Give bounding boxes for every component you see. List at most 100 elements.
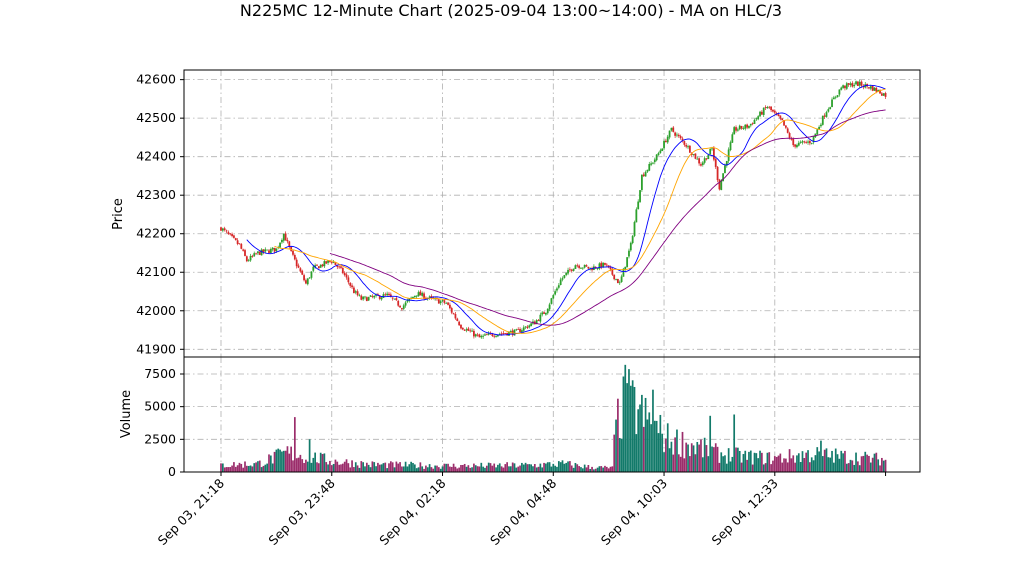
candle-body — [541, 312, 544, 315]
candle-body — [281, 239, 283, 243]
volume-bar — [299, 454, 302, 472]
candle-body — [768, 106, 771, 108]
volume-bar — [709, 415, 712, 472]
volume-bar — [679, 456, 682, 472]
volume-bar — [284, 450, 287, 472]
candle-body — [563, 275, 566, 278]
candle-body — [851, 83, 854, 87]
volume-bar — [842, 453, 844, 472]
candle-body — [303, 275, 305, 281]
volume-bar — [615, 419, 617, 472]
volume-bar — [491, 465, 494, 472]
volume-bar — [812, 460, 815, 472]
volume-bar — [528, 464, 531, 472]
volume-bar — [369, 467, 372, 472]
candle-body — [242, 249, 245, 251]
candle-body — [234, 238, 237, 240]
price-ytick-label: 42100 — [136, 264, 176, 279]
candle-body — [282, 233, 285, 241]
volume-bar — [231, 465, 233, 472]
volume-bar — [458, 467, 460, 472]
volume-bar — [816, 447, 819, 472]
volume-bar — [449, 466, 451, 472]
candle-body — [539, 314, 542, 322]
candle-body — [253, 253, 256, 257]
candle-body — [685, 144, 688, 147]
volume-bar — [482, 466, 484, 472]
price-grid — [184, 70, 920, 357]
volume-bar — [866, 454, 868, 472]
volume-bar — [497, 464, 499, 472]
volume-bar — [292, 460, 294, 472]
volume-bar — [596, 467, 599, 472]
volume-bar — [858, 465, 861, 472]
volume-bar — [393, 467, 396, 472]
volume-bar — [345, 459, 348, 472]
volume-bar — [317, 463, 320, 472]
candle-body — [882, 93, 885, 96]
candle-body — [620, 276, 623, 282]
volume-bar — [825, 448, 828, 472]
candle-body — [251, 255, 254, 257]
volume-bar — [768, 452, 771, 472]
candle-body — [391, 297, 394, 299]
price-ytick-label: 41900 — [136, 341, 176, 356]
candle-body — [807, 141, 809, 143]
candle-body — [401, 308, 403, 310]
candle-body — [568, 269, 571, 271]
volume-bar — [340, 464, 342, 472]
candle-body — [413, 295, 416, 298]
volume-bar — [766, 452, 769, 472]
candle-body — [616, 278, 619, 284]
candle-body — [653, 159, 656, 163]
candle-body — [480, 335, 483, 338]
candle-body — [561, 278, 564, 280]
candle-body — [712, 148, 715, 160]
volume-bar — [533, 464, 536, 472]
candle-body — [591, 268, 593, 271]
volume-bar — [506, 462, 508, 472]
volume-bar — [406, 466, 409, 472]
candle-body — [559, 279, 562, 285]
volume-bar — [600, 466, 603, 472]
candle-body — [343, 272, 346, 276]
candle-body — [840, 87, 843, 90]
candle-body — [233, 235, 235, 238]
candle-body — [648, 164, 651, 171]
candle-body — [240, 244, 243, 249]
volume-bar — [452, 463, 455, 472]
volume-bar — [570, 465, 573, 472]
candle-body — [421, 292, 424, 296]
candle-body — [288, 241, 291, 247]
volume-bar — [581, 468, 584, 472]
candle-body — [718, 179, 721, 190]
volume-bar — [718, 462, 721, 472]
candle-body — [445, 302, 448, 304]
candle-body — [635, 209, 638, 223]
volume-bar — [725, 463, 728, 472]
volume-y-ticks: 0 2500 5000 7500 — [144, 366, 184, 479]
volume-bar — [738, 450, 741, 472]
candle-body — [506, 332, 509, 336]
volume-bar — [323, 453, 326, 472]
candle-body — [399, 305, 401, 308]
volume-bar — [713, 447, 715, 472]
volume-bar — [367, 464, 370, 472]
volume-bar — [425, 465, 427, 472]
volume-bar — [663, 452, 665, 472]
volume-bar — [495, 467, 497, 472]
volume-bar — [578, 466, 580, 472]
volume-bar — [714, 443, 717, 472]
volume-bar — [426, 467, 429, 472]
volume-bar — [434, 465, 436, 472]
candle-body — [314, 265, 317, 268]
candle-body — [552, 295, 555, 299]
candle-body — [736, 129, 739, 131]
volume-bar — [748, 451, 750, 472]
candle-body — [703, 158, 706, 163]
volume-bar — [356, 465, 359, 472]
volume-bar — [720, 452, 723, 472]
volume-bar — [362, 462, 364, 472]
volume-bar — [794, 462, 796, 472]
